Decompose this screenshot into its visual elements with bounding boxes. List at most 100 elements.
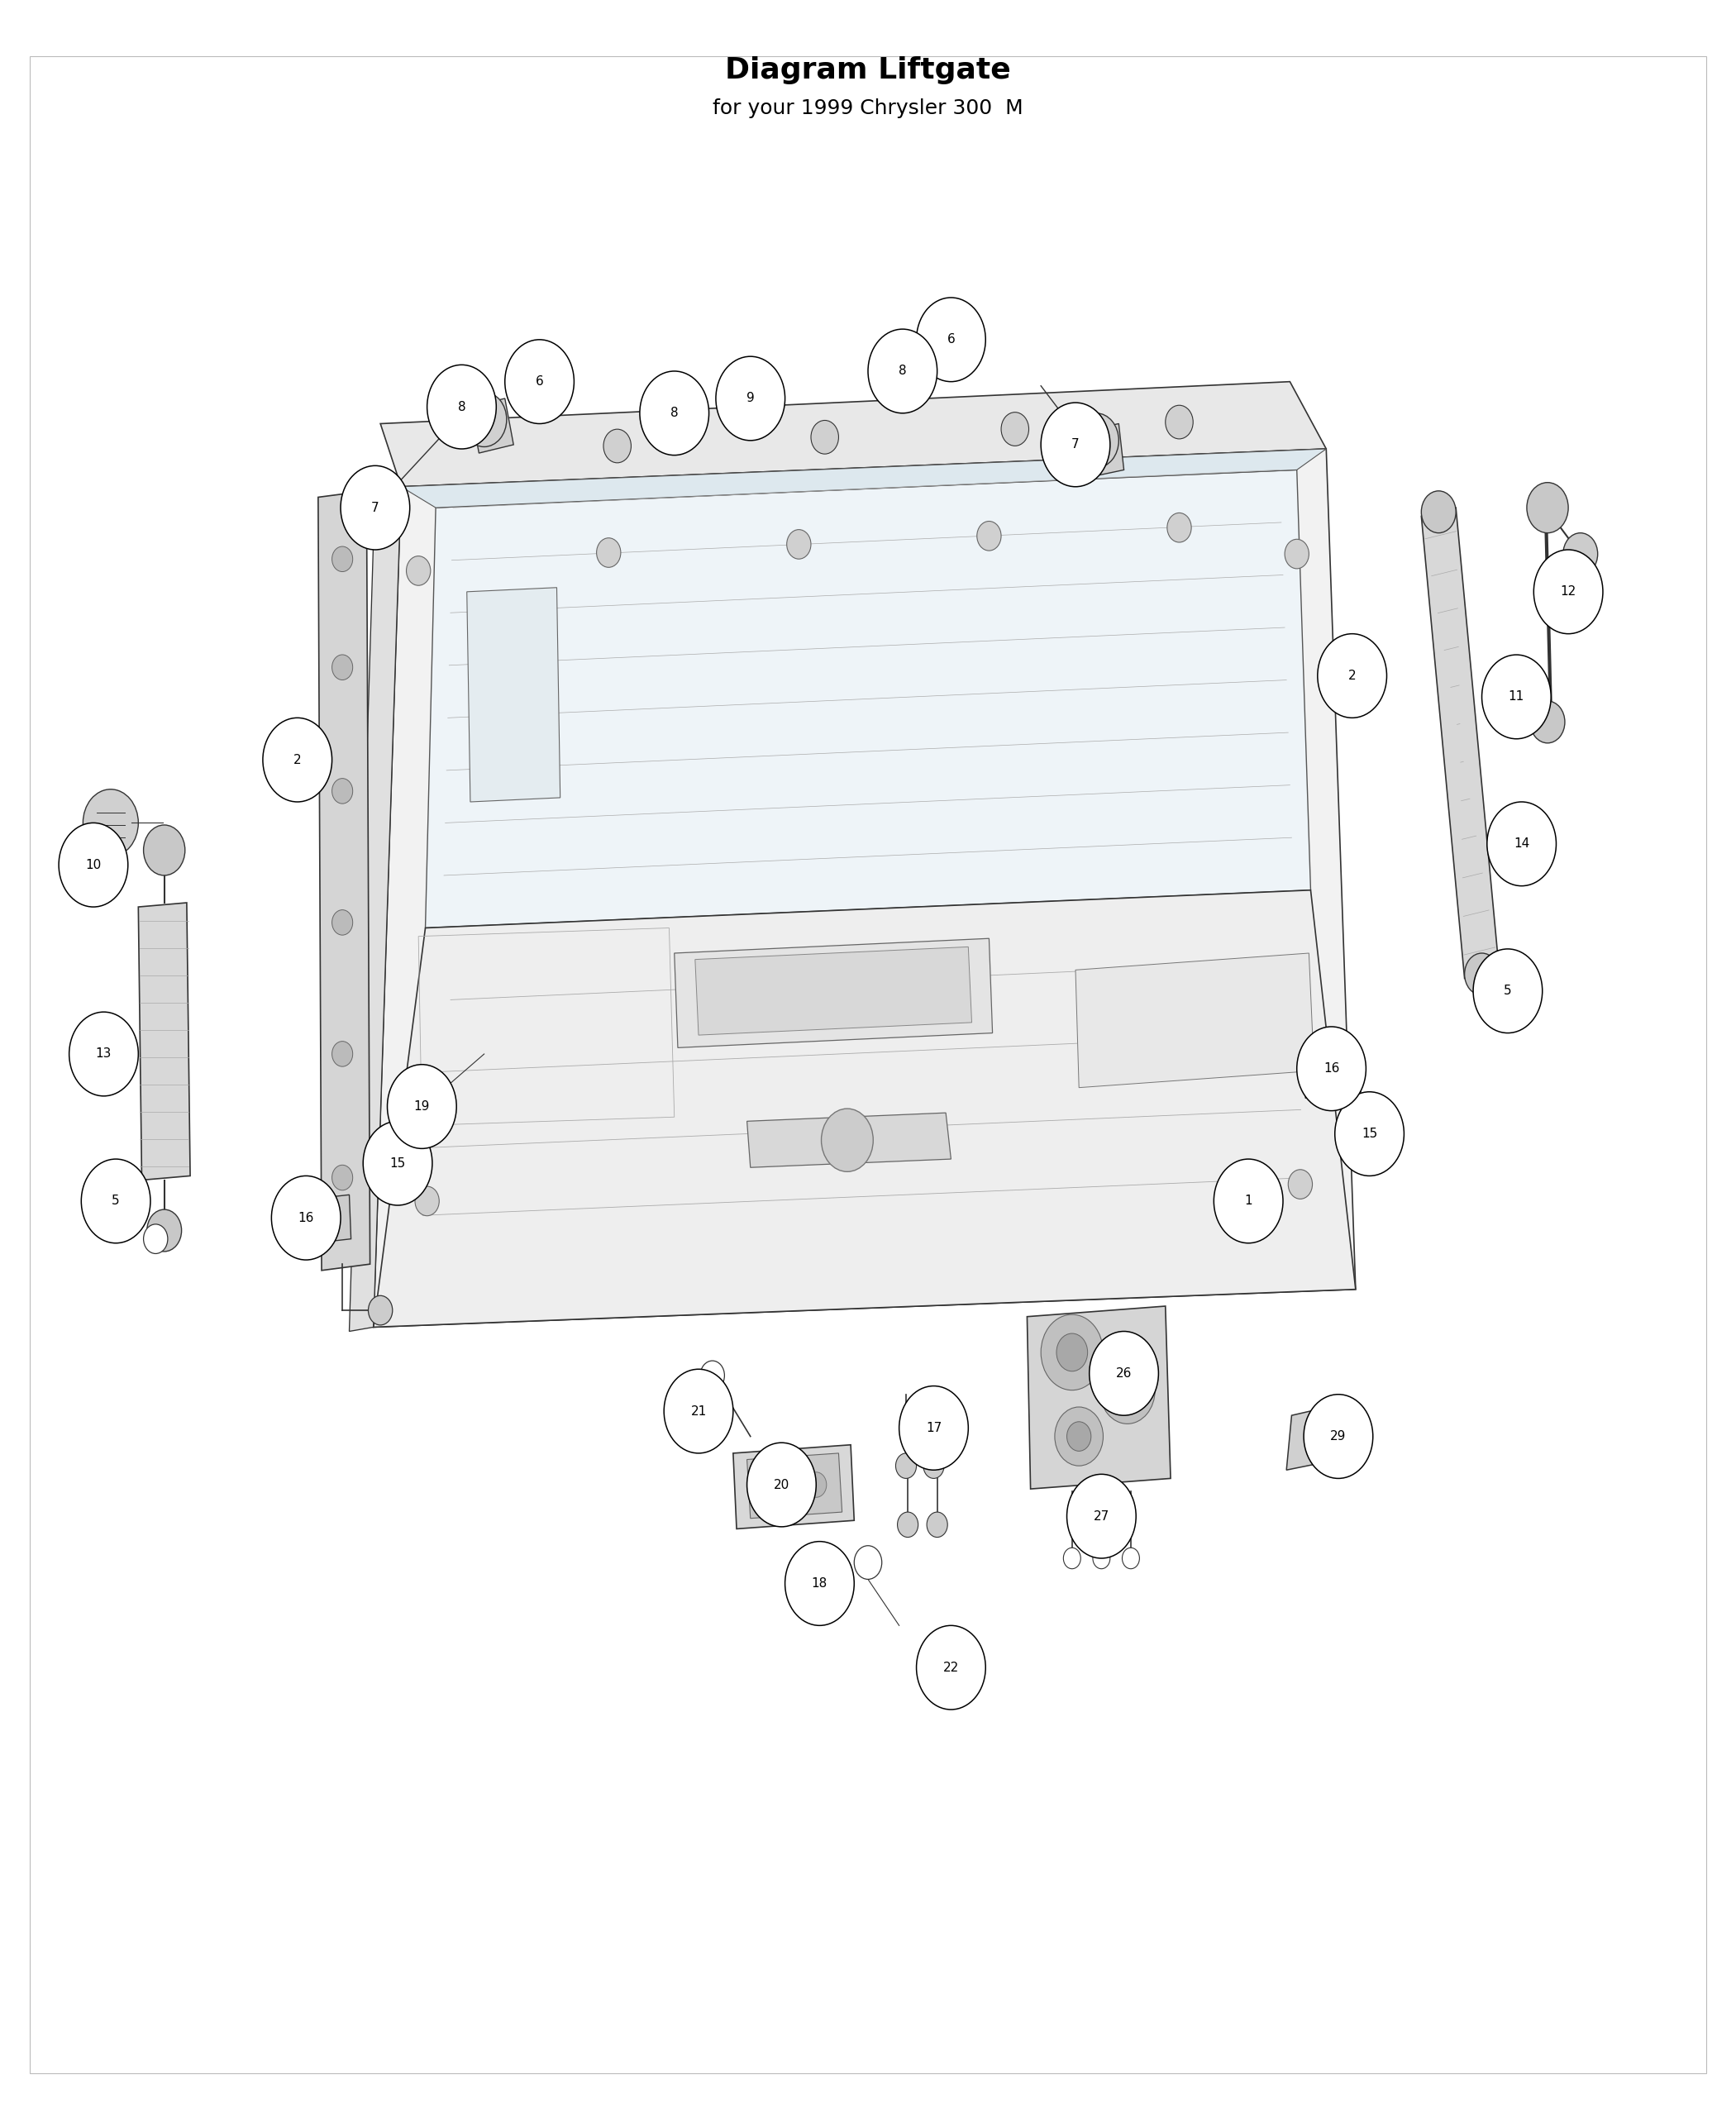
Circle shape	[1529, 702, 1564, 742]
Circle shape	[462, 392, 507, 447]
Circle shape	[1068, 1473, 1135, 1558]
Text: 2: 2	[293, 755, 302, 765]
Circle shape	[1533, 550, 1602, 635]
Circle shape	[700, 1362, 724, 1389]
Text: 14: 14	[1514, 837, 1529, 850]
Text: 7: 7	[372, 502, 378, 514]
Text: 21: 21	[691, 1406, 707, 1417]
Circle shape	[332, 911, 352, 936]
Polygon shape	[1422, 508, 1500, 978]
Text: 8: 8	[458, 401, 465, 413]
Polygon shape	[318, 491, 370, 1271]
Circle shape	[69, 1012, 139, 1096]
Polygon shape	[694, 946, 972, 1035]
Circle shape	[1042, 1315, 1102, 1389]
Polygon shape	[470, 398, 514, 453]
Circle shape	[885, 348, 913, 382]
Circle shape	[144, 1225, 168, 1254]
Circle shape	[427, 365, 496, 449]
Text: 29: 29	[1330, 1429, 1347, 1442]
Polygon shape	[139, 902, 191, 1180]
Circle shape	[1055, 1406, 1102, 1465]
Circle shape	[1297, 1027, 1366, 1111]
Text: 12: 12	[1561, 586, 1576, 599]
Circle shape	[1042, 403, 1109, 487]
Circle shape	[1165, 405, 1193, 438]
Circle shape	[387, 1065, 457, 1149]
Circle shape	[924, 1452, 944, 1478]
Circle shape	[785, 1541, 854, 1625]
Circle shape	[944, 318, 972, 352]
Circle shape	[663, 1370, 733, 1452]
Text: 6: 6	[946, 333, 955, 346]
Circle shape	[896, 1452, 917, 1478]
Circle shape	[641, 371, 708, 455]
Circle shape	[1422, 491, 1457, 533]
Circle shape	[899, 1385, 969, 1469]
Circle shape	[715, 356, 785, 441]
Polygon shape	[674, 938, 993, 1048]
Circle shape	[1526, 483, 1568, 533]
Polygon shape	[373, 890, 1356, 1328]
Text: 18: 18	[812, 1577, 828, 1589]
Circle shape	[505, 339, 575, 424]
Circle shape	[82, 1159, 151, 1244]
Circle shape	[1363, 664, 1384, 689]
Text: 1: 1	[1245, 1195, 1252, 1208]
Circle shape	[1476, 976, 1500, 1006]
Circle shape	[927, 1511, 948, 1537]
Circle shape	[262, 719, 332, 801]
Circle shape	[604, 430, 632, 464]
Circle shape	[1483, 656, 1550, 738]
Polygon shape	[746, 1113, 951, 1168]
Circle shape	[779, 1471, 800, 1497]
Text: Diagram Liftgate: Diagram Liftgate	[726, 57, 1010, 84]
Circle shape	[1304, 1393, 1373, 1478]
Circle shape	[753, 1471, 774, 1497]
Text: 22: 22	[943, 1661, 958, 1674]
Text: 15: 15	[389, 1157, 406, 1170]
Text: 7: 7	[1071, 438, 1080, 451]
Circle shape	[271, 1176, 340, 1261]
Circle shape	[977, 521, 1002, 550]
Circle shape	[786, 529, 811, 559]
Polygon shape	[1076, 953, 1314, 1088]
Circle shape	[340, 466, 410, 550]
Text: 17: 17	[925, 1421, 941, 1433]
Circle shape	[406, 557, 431, 586]
Circle shape	[83, 788, 139, 856]
Circle shape	[1465, 953, 1500, 995]
Polygon shape	[1286, 1400, 1356, 1469]
Circle shape	[1099, 1358, 1154, 1423]
Text: 5: 5	[111, 1195, 120, 1208]
Circle shape	[523, 354, 550, 388]
Text: 11: 11	[1509, 691, 1524, 702]
Circle shape	[1167, 512, 1191, 542]
Circle shape	[1113, 1374, 1141, 1406]
Polygon shape	[425, 470, 1311, 928]
Circle shape	[1335, 1092, 1404, 1176]
Circle shape	[1064, 1547, 1082, 1568]
Circle shape	[332, 546, 352, 571]
Circle shape	[1368, 1113, 1396, 1147]
Polygon shape	[746, 1452, 842, 1518]
Circle shape	[1213, 1159, 1283, 1244]
Circle shape	[1285, 540, 1309, 569]
Circle shape	[1474, 949, 1542, 1033]
Circle shape	[1057, 1334, 1087, 1372]
Circle shape	[363, 1121, 432, 1206]
Text: 13: 13	[95, 1048, 111, 1060]
Circle shape	[1328, 1410, 1356, 1444]
Circle shape	[1562, 533, 1597, 575]
Polygon shape	[1304, 1048, 1361, 1098]
Circle shape	[917, 297, 986, 382]
Polygon shape	[373, 449, 1356, 1328]
Circle shape	[806, 1471, 826, 1497]
Text: 6: 6	[535, 375, 543, 388]
Circle shape	[1288, 1170, 1312, 1199]
Text: 9: 9	[746, 392, 755, 405]
Polygon shape	[1080, 424, 1123, 479]
Circle shape	[332, 778, 352, 803]
Text: 20: 20	[774, 1478, 790, 1490]
Text: 16: 16	[299, 1212, 314, 1225]
